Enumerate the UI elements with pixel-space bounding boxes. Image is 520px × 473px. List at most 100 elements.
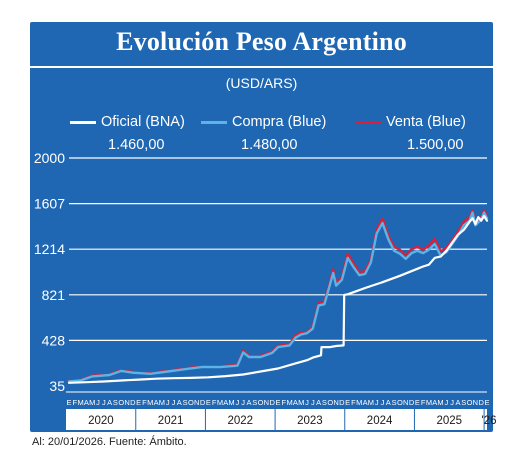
legend-swatch-oficial: [70, 120, 96, 124]
x-month-label: M: [228, 398, 234, 407]
x-month-label: A: [363, 398, 368, 407]
x-month-label: M: [89, 398, 95, 407]
x-month-label: D: [200, 398, 206, 407]
x-month-label: D: [269, 398, 275, 407]
x-month-label: J: [241, 398, 245, 407]
legend-item-compra: Compra (Blue): [201, 113, 326, 131]
x-year-label: 2023: [297, 415, 323, 427]
chart-subtitle: (USD/ARS): [225, 75, 298, 91]
x-month-label: D: [339, 398, 345, 407]
x-month-label: M: [77, 398, 83, 407]
x-month-label: A: [177, 398, 182, 407]
x-month-label: E: [136, 398, 141, 407]
x-month-label: S: [252, 398, 257, 407]
x-month-label: N: [194, 398, 199, 407]
x-month-label: O: [118, 398, 124, 407]
y-tick-label: 1214: [34, 241, 65, 257]
x-month-label: O: [188, 398, 194, 407]
x-month-label: A: [246, 398, 251, 407]
x-month-label: J: [166, 398, 170, 407]
legend-item-venta: Venta (Blue): [355, 113, 466, 131]
x-month-label: D: [409, 398, 415, 407]
y-tick-label: 428: [42, 332, 66, 348]
x-month-label: J: [235, 398, 239, 407]
legend-item-oficial: Oficial (BNA): [70, 113, 185, 131]
x-month-label: N: [333, 398, 338, 407]
legend-swatch-compra: [201, 120, 227, 124]
x-month-label: E: [484, 398, 489, 407]
x-year-label: 2022: [227, 415, 253, 427]
x-month-label: A: [84, 398, 89, 407]
x-month-label: F: [351, 398, 356, 407]
x-month-label: J: [96, 398, 100, 407]
last-value-oficial: 1.460,00: [108, 137, 165, 153]
x-month-label: J: [450, 398, 454, 407]
last-value-compra: 1.480,00: [241, 137, 298, 153]
x-year-label: 2025: [436, 415, 462, 427]
x-month-label: F: [73, 398, 78, 407]
x-month-label: M: [426, 398, 432, 407]
chart-frame: Evolución Peso Argentino (USD/ARS) Ofici…: [30, 22, 493, 432]
x-month-label: E: [415, 398, 420, 407]
x-month-label: M: [159, 398, 165, 407]
last-value-venta: 1.500,00: [407, 137, 464, 153]
x-month-label: O: [467, 398, 473, 407]
x-month-label: D: [478, 398, 484, 407]
series-line-oficial: [67, 214, 489, 384]
x-axis-strip: [66, 392, 487, 409]
title-divider: [30, 66, 493, 68]
x-month-label: M: [368, 398, 374, 407]
y-tick-label: 821: [42, 287, 66, 303]
x-year-label: 2024: [367, 415, 393, 427]
x-month-label: S: [113, 398, 118, 407]
x-month-label: D: [130, 398, 136, 407]
y-tick-label: 2000: [34, 150, 65, 166]
x-month-label: S: [461, 398, 466, 407]
x-month-label: J: [381, 398, 385, 407]
x-month-label: A: [223, 398, 228, 407]
x-year-label: 2020: [88, 415, 114, 427]
x-month-label: A: [316, 398, 321, 407]
x-month-label: E: [206, 398, 211, 407]
year-row: [66, 409, 487, 430]
x-month-label: J: [102, 398, 106, 407]
x-month-label: A: [432, 398, 437, 407]
x-month-label: N: [124, 398, 129, 407]
x-month-label: S: [322, 398, 327, 407]
x-month-label: J: [311, 398, 315, 407]
x-month-label: M: [147, 398, 153, 407]
x-month-label: E: [66, 398, 71, 407]
x-month-label: A: [293, 398, 298, 407]
x-month-label: E: [275, 398, 280, 407]
x-month-label: M: [356, 398, 362, 407]
x-year-label: '26: [482, 415, 497, 427]
legend-swatch-venta: [355, 120, 381, 124]
x-month-label: N: [264, 398, 269, 407]
x-month-label: M: [217, 398, 223, 407]
x-month-label: F: [212, 398, 217, 407]
chart-title: Evolución Peso Argentino: [116, 27, 407, 56]
x-year-label: 2021: [158, 415, 184, 427]
x-month-label: A: [386, 398, 391, 407]
footnote: Al: 20/01/2026. Fuente: Ámbito.: [32, 436, 187, 448]
x-month-label: N: [403, 398, 408, 407]
x-month-label: F: [282, 398, 287, 407]
x-month-label: O: [327, 398, 333, 407]
x-month-label: S: [392, 398, 397, 407]
x-month-label: N: [473, 398, 478, 407]
x-month-label: O: [258, 398, 264, 407]
x-month-label: A: [107, 398, 112, 407]
series-line-compra: [67, 211, 489, 383]
y-tick-label: 35: [49, 378, 65, 394]
x-month-label: A: [154, 398, 159, 407]
legend-label-compra: Compra (Blue): [232, 114, 327, 130]
series-line-venta: [67, 209, 489, 383]
x-month-label: J: [172, 398, 176, 407]
x-month-label: J: [444, 398, 448, 407]
legend-label-oficial: Oficial (BNA): [101, 114, 185, 130]
x-month-label: J: [375, 398, 379, 407]
x-month-label: A: [455, 398, 460, 407]
x-month-label: M: [286, 398, 292, 407]
x-month-label: F: [142, 398, 147, 407]
